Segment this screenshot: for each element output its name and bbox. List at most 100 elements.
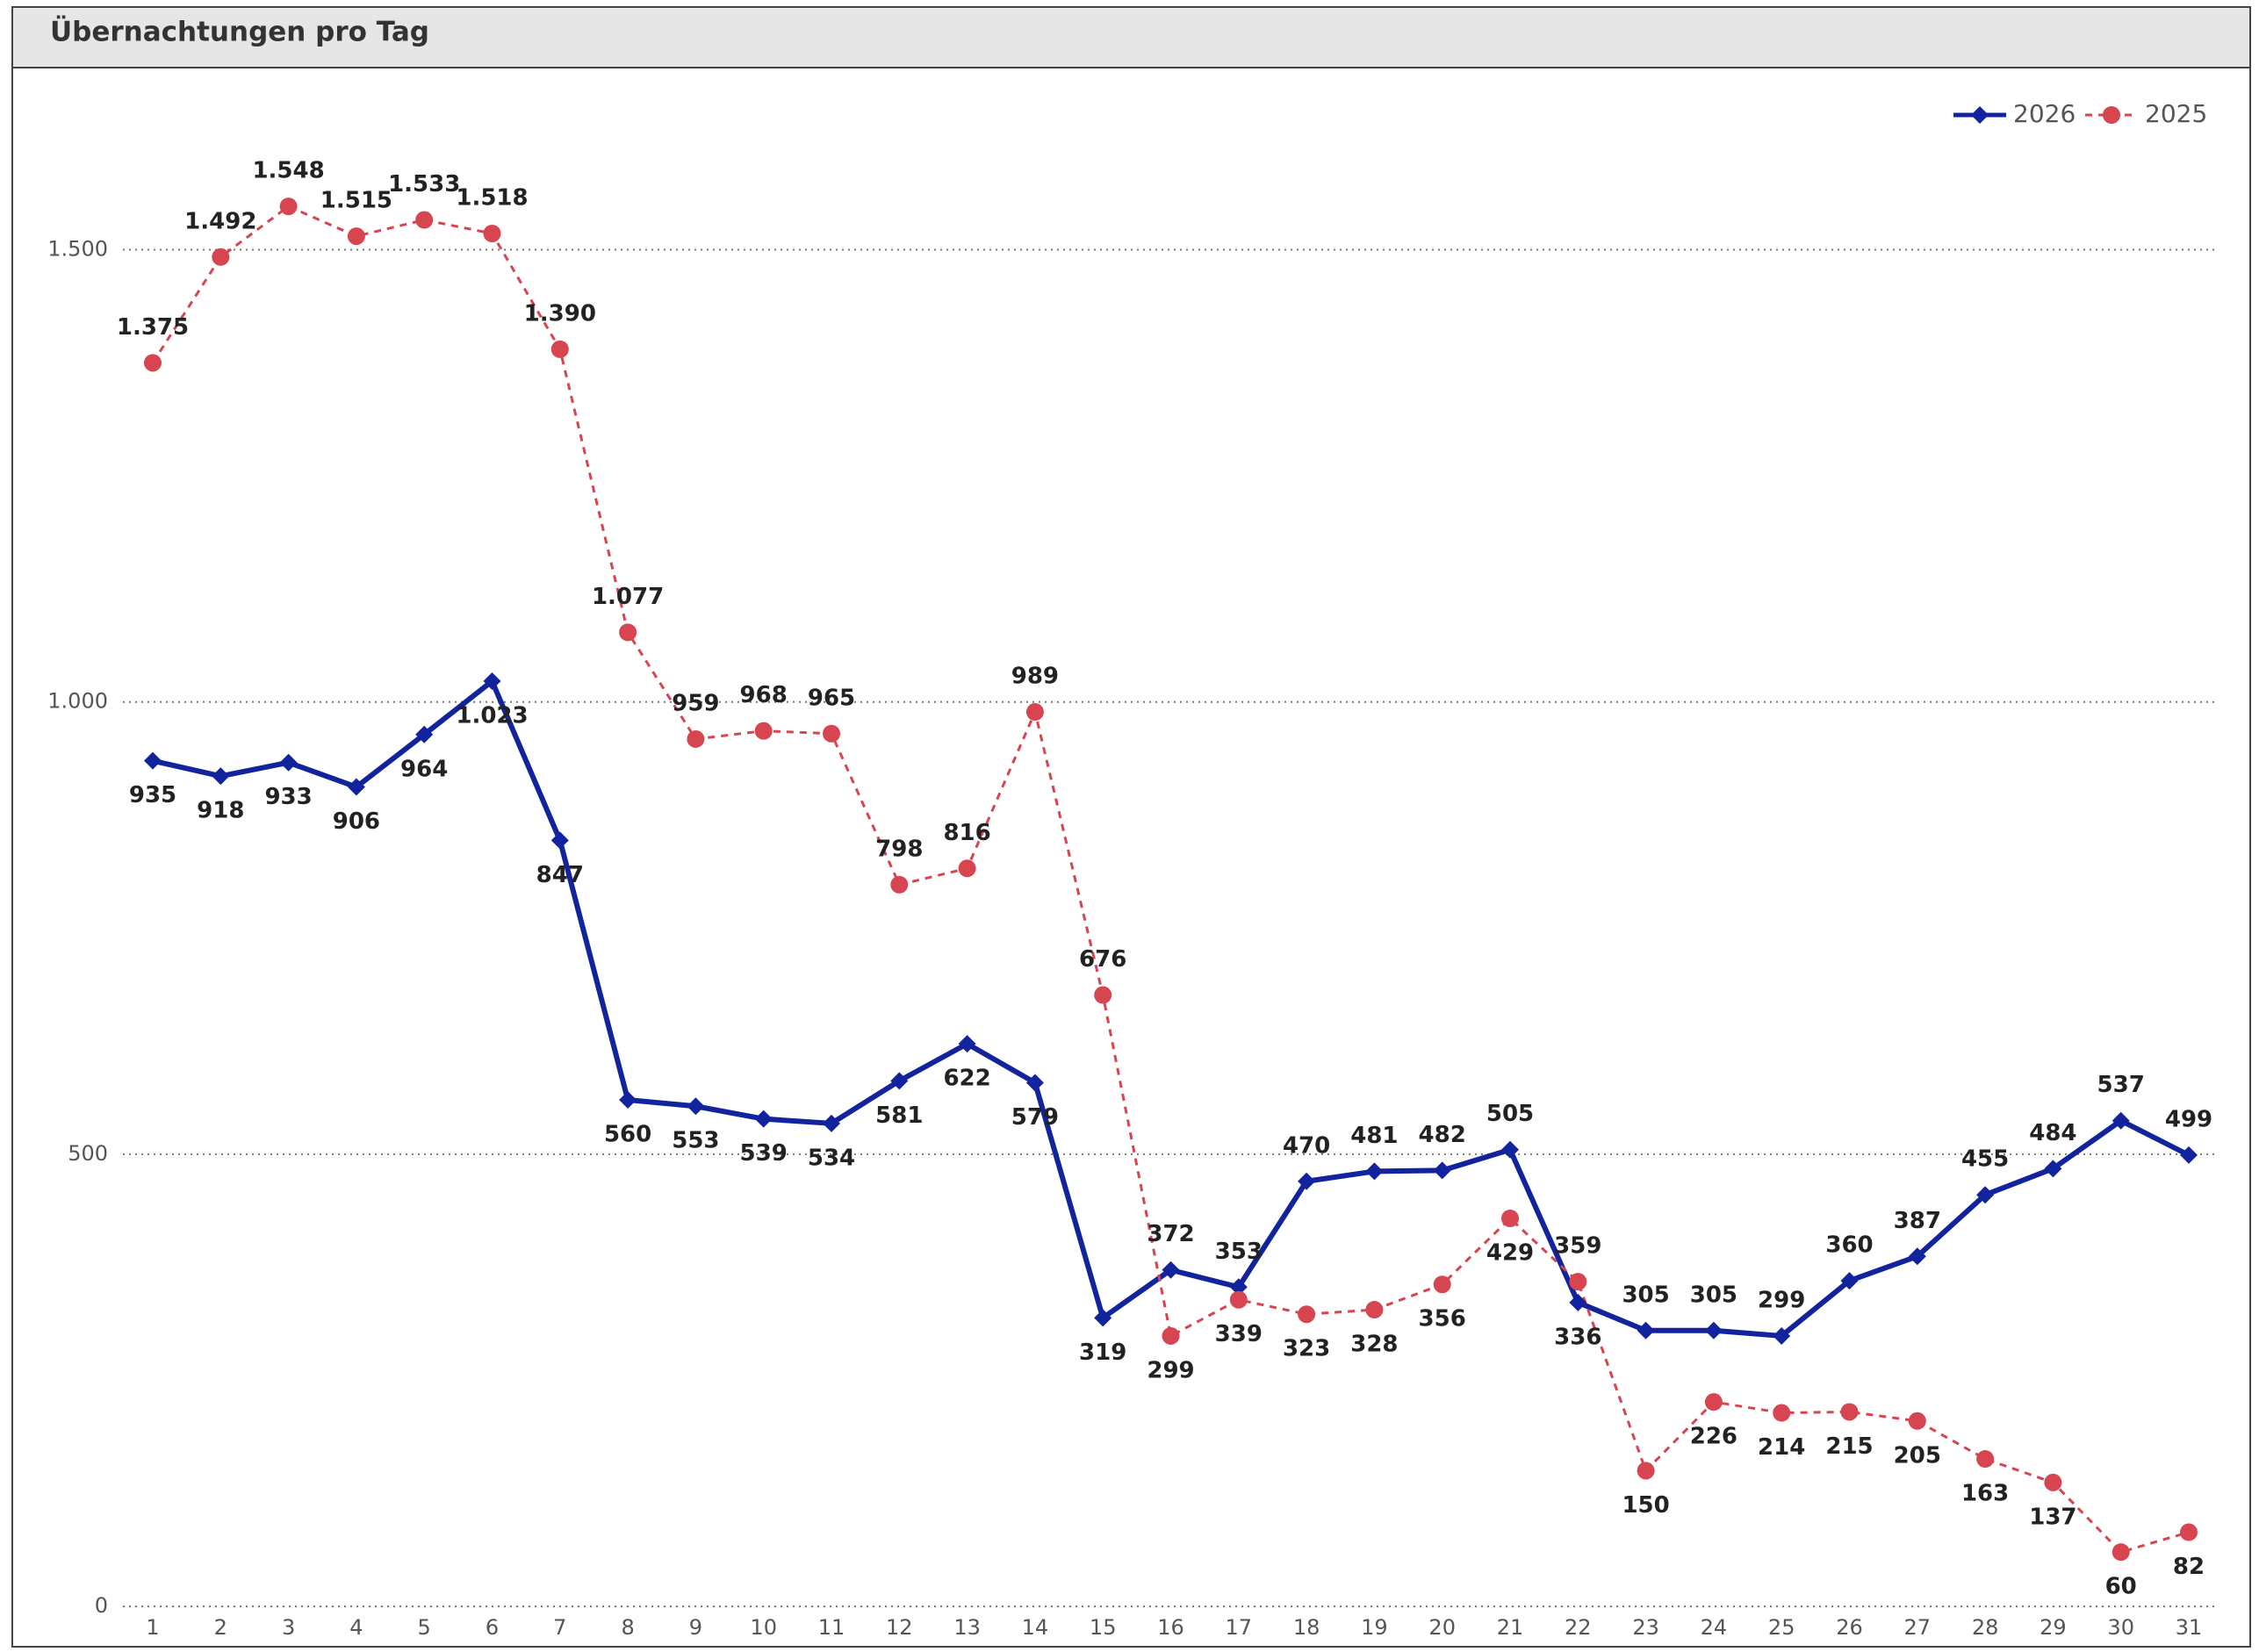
data-label: 360 xyxy=(1825,1232,1873,1259)
marker xyxy=(2112,1111,2130,1130)
marker xyxy=(279,753,298,772)
data-label: 579 xyxy=(1011,1104,1059,1131)
marker xyxy=(1840,1272,1859,1290)
x-tick-label: 24 xyxy=(1701,1615,1728,1640)
marker xyxy=(1501,1210,1519,1227)
data-label: 429 xyxy=(1486,1240,1534,1267)
data-label: 299 xyxy=(1758,1287,1805,1313)
x-tick-label: 28 xyxy=(1972,1615,1999,1640)
data-label: 482 xyxy=(1419,1122,1466,1148)
y-tick-label: 0 xyxy=(95,1593,108,1618)
data-label: 964 xyxy=(400,756,448,782)
data-label: 622 xyxy=(943,1066,990,1092)
marker xyxy=(1704,1393,1723,1411)
marker xyxy=(1162,1261,1180,1279)
marker xyxy=(754,722,773,740)
legend-marker xyxy=(1971,106,1989,124)
marker xyxy=(1094,1309,1112,1327)
y-tick-label: 1.000 xyxy=(47,689,108,714)
marker xyxy=(754,1110,773,1128)
x-tick-label: 9 xyxy=(689,1615,702,1640)
x-tick-label: 18 xyxy=(1293,1615,1320,1640)
x-tick-label: 17 xyxy=(1226,1615,1253,1640)
x-tick-label: 12 xyxy=(886,1615,913,1640)
data-label: 481 xyxy=(1350,1123,1398,1149)
x-tick-label: 21 xyxy=(1497,1615,1524,1640)
x-tick-label: 5 xyxy=(418,1615,431,1640)
x-tick-label: 10 xyxy=(750,1615,777,1640)
marker xyxy=(1094,986,1112,1004)
data-label: 150 xyxy=(1622,1492,1669,1519)
data-label: 918 xyxy=(197,798,244,824)
y-tick-label: 500 xyxy=(68,1141,108,1166)
marker xyxy=(483,225,501,242)
data-label: 1.518 xyxy=(456,185,528,212)
data-label: 359 xyxy=(1554,1233,1601,1260)
x-tick-label: 26 xyxy=(1836,1615,1863,1640)
marker xyxy=(144,354,162,372)
data-label: 560 xyxy=(604,1122,651,1148)
marker xyxy=(1773,1404,1791,1422)
marker xyxy=(1976,1186,1995,1204)
data-label: 163 xyxy=(1961,1481,2009,1507)
marker xyxy=(619,1091,637,1110)
marker xyxy=(1501,1140,1519,1159)
x-tick-label: 30 xyxy=(2107,1615,2134,1640)
marker xyxy=(1773,1326,1791,1345)
marker xyxy=(212,248,230,266)
data-label: 537 xyxy=(2097,1072,2145,1098)
x-tick-label: 25 xyxy=(1768,1615,1795,1640)
x-tick-label: 3 xyxy=(282,1615,295,1640)
x-tick-label: 6 xyxy=(486,1615,499,1640)
x-tick-label: 1 xyxy=(146,1615,159,1640)
marker xyxy=(1298,1172,1316,1190)
data-label: 534 xyxy=(808,1145,855,1171)
marker xyxy=(687,729,705,748)
x-tick-label: 27 xyxy=(1904,1615,1932,1640)
data-label: 470 xyxy=(1283,1132,1330,1159)
data-label: 356 xyxy=(1419,1306,1466,1332)
data-label: 336 xyxy=(1554,1324,1601,1350)
marker xyxy=(1704,1321,1723,1340)
data-label: 676 xyxy=(1079,946,1126,973)
data-label: 323 xyxy=(1283,1336,1330,1362)
data-label: 455 xyxy=(1961,1146,2009,1173)
marker xyxy=(958,859,976,878)
x-tick-label: 14 xyxy=(1022,1615,1049,1640)
data-label: 372 xyxy=(1147,1221,1194,1247)
marker xyxy=(2044,1160,2062,1178)
marker xyxy=(2112,1543,2130,1562)
data-label: 1.390 xyxy=(524,300,596,327)
data-label: 581 xyxy=(875,1103,923,1129)
data-label: 484 xyxy=(2029,1120,2076,1146)
data-label: 989 xyxy=(1011,664,1059,690)
marker xyxy=(1433,1275,1451,1294)
data-label: 499 xyxy=(2165,1106,2212,1132)
y-tick-label: 1.500 xyxy=(47,237,108,262)
data-label: 319 xyxy=(1079,1340,1126,1366)
data-label: 305 xyxy=(1690,1282,1737,1308)
marker xyxy=(1908,1411,1926,1430)
marker xyxy=(1162,1326,1180,1345)
marker xyxy=(823,1114,840,1132)
x-tick-label: 31 xyxy=(2176,1615,2203,1640)
data-label: 387 xyxy=(1894,1208,1941,1234)
marker xyxy=(550,831,569,850)
legend-marker xyxy=(2103,106,2120,124)
data-label: 328 xyxy=(1350,1332,1398,1358)
marker xyxy=(1229,1290,1248,1309)
marker xyxy=(212,767,230,786)
data-label: 1.515 xyxy=(320,188,392,214)
legend-label: 2026 xyxy=(2013,99,2076,128)
marker xyxy=(823,724,840,743)
data-label: 305 xyxy=(1622,1282,1669,1308)
x-tick-label: 7 xyxy=(553,1615,566,1640)
marker xyxy=(279,198,298,216)
marker xyxy=(890,875,909,894)
data-label: 505 xyxy=(1486,1101,1534,1127)
data-label: 215 xyxy=(1825,1433,1873,1460)
marker xyxy=(1025,703,1044,722)
data-label: 137 xyxy=(2029,1504,2076,1530)
